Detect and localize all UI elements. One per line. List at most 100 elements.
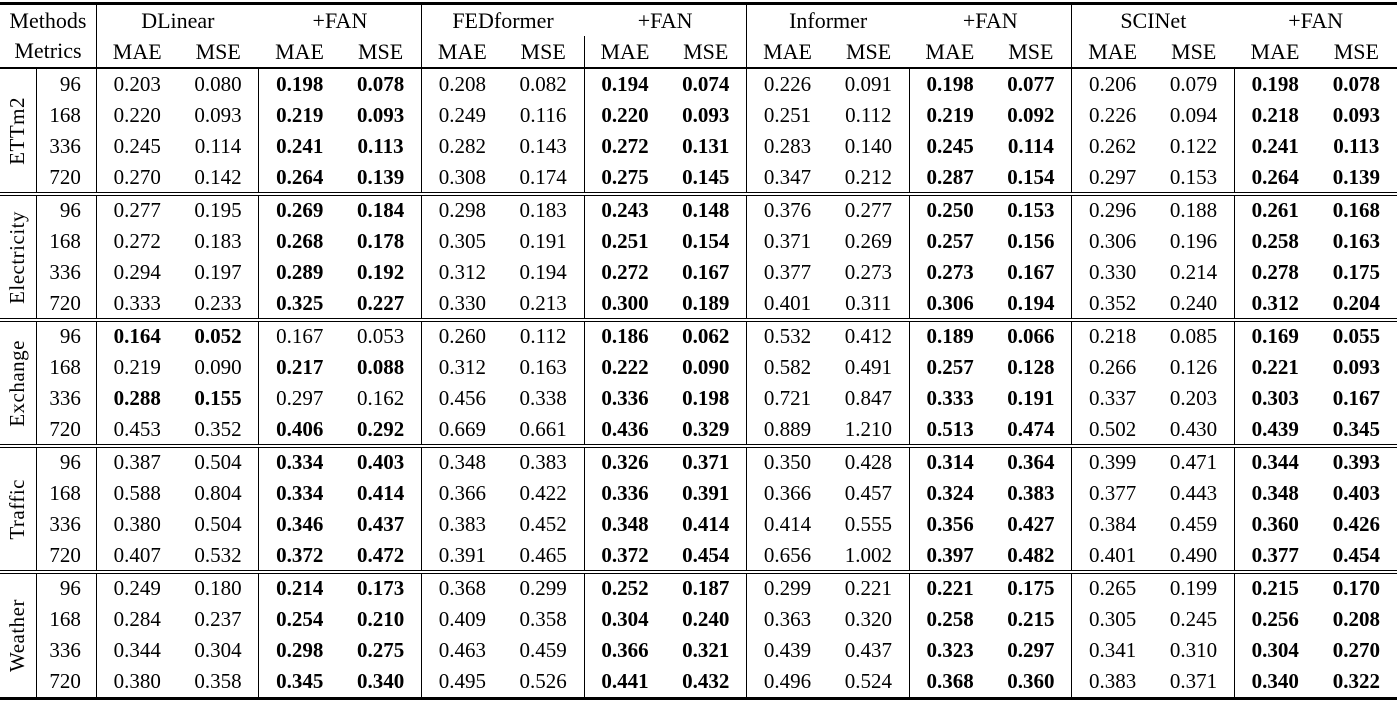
- value-cell: 0.093: [356, 102, 405, 127]
- value-cell: 0.377: [746, 257, 828, 289]
- value-cell: 0.344: [95, 635, 178, 667]
- value-cell: 0.296: [1071, 192, 1154, 226]
- value-cell: 0.504: [177, 444, 259, 478]
- value-cell: 0.093: [1332, 354, 1380, 379]
- metric-header: MSE: [1315, 36, 1397, 69]
- corner-metrics-label: Metrics: [14, 38, 82, 63]
- value-cell: 0.269: [258, 192, 341, 226]
- value-cell: 0.491: [844, 354, 892, 379]
- value-cell: 0.153: [1169, 164, 1218, 189]
- value-cell: 0.275: [356, 638, 405, 663]
- table-row: 336 0.288 0.155 0.297 0.162 0.456 0.338 0.336 0.…: [0, 383, 1397, 415]
- value-cell: 0.212: [844, 164, 892, 189]
- value-cell: 0.847: [844, 386, 892, 411]
- horizon-cell: 720: [35, 540, 97, 572]
- value-cell: 0.198: [258, 68, 341, 100]
- value-cell: 0.524: [844, 669, 892, 693]
- value-cell: 0.321: [682, 638, 730, 663]
- value-cell: 0.219: [908, 99, 991, 131]
- value-cell: 1.002: [844, 542, 892, 567]
- value-cell: 0.167: [1007, 260, 1055, 285]
- value-cell: 0.383: [1007, 480, 1055, 505]
- value-cell: 0.306: [1071, 225, 1154, 257]
- value-cell: 0.371: [665, 444, 747, 478]
- value-cell: 0.366: [420, 477, 503, 509]
- value-cell: 0.272: [583, 131, 666, 163]
- method-header: DLinear: [141, 7, 215, 33]
- value-cell: 0.203: [95, 68, 178, 100]
- horizon-cell: 96: [35, 318, 97, 352]
- value-cell: 0.262: [1071, 131, 1154, 163]
- value-cell: 0.364: [990, 444, 1072, 478]
- value-cell: 0.198: [908, 68, 991, 100]
- metric-header: MAE: [909, 36, 991, 69]
- value-cell: 0.312: [420, 257, 503, 289]
- value-cell: 0.219: [258, 99, 341, 131]
- metric-header: MAE: [96, 36, 178, 69]
- value-cell: 0.436: [583, 414, 666, 446]
- value-cell: 0.391: [682, 480, 730, 505]
- value-cell: 0.889: [746, 414, 828, 446]
- value-cell: 0.454: [1332, 542, 1380, 567]
- value-cell: 0.082: [519, 71, 567, 96]
- dataset-label: Weather: [0, 570, 37, 698]
- value-cell: 0.194: [583, 68, 666, 100]
- value-cell: 0.167: [1332, 386, 1380, 411]
- value-cell: 0.233: [194, 290, 242, 315]
- value-cell: 0.213: [519, 290, 567, 315]
- value-cell: 0.299: [502, 570, 585, 604]
- value-cell: 0.532: [194, 542, 242, 567]
- value-cell: 0.297: [258, 383, 341, 415]
- value-cell: 0.257: [908, 351, 991, 383]
- value-cell: 0.294: [95, 257, 178, 289]
- horizon-cell: 720: [35, 162, 97, 194]
- value-cell: 0.459: [519, 638, 567, 663]
- value-cell: 0.080: [194, 71, 242, 96]
- corner-methods-label: Methods: [9, 8, 87, 33]
- table-row: 168 0.220 0.093 0.219 0.093 0.249 0.116 0.220 0.…: [0, 99, 1397, 131]
- method-header: FEDformer: [420, 3, 585, 36]
- value-cell: 0.272: [95, 225, 178, 257]
- table-row: 720 0.407 0.532 0.372 0.472 0.391 0.465 0.372 0.…: [0, 540, 1397, 572]
- value-cell: 0.341: [1071, 635, 1154, 667]
- value-cell: 0.804: [194, 480, 242, 505]
- value-cell: 0.414: [746, 509, 828, 541]
- value-cell: 0.074: [682, 71, 730, 96]
- value-cell: 0.397: [908, 540, 991, 572]
- value-cell: 0.240: [1169, 290, 1218, 315]
- value-cell: 0.196: [1169, 228, 1218, 253]
- value-cell: 0.192: [356, 260, 405, 285]
- value-cell: 0.346: [258, 509, 341, 541]
- metric-header: MSE: [990, 36, 1072, 69]
- table-row: 720 0.333 0.233 0.325 0.227 0.330 0.213 0.300 0.…: [0, 288, 1397, 320]
- value-cell: 0.345: [258, 666, 341, 698]
- method-header: +FAN: [1288, 7, 1344, 33]
- value-cell: 0.175: [1332, 260, 1380, 285]
- value-cell: 0.142: [194, 164, 242, 189]
- value-cell: 0.241: [258, 131, 341, 163]
- value-cell: 0.439: [1233, 414, 1316, 446]
- dataset-label-text: Weather: [5, 598, 30, 672]
- value-cell: 0.258: [1233, 225, 1316, 257]
- value-cell: 0.348: [583, 509, 666, 541]
- value-cell: 0.409: [420, 603, 503, 635]
- value-cell: 0.167: [258, 318, 341, 352]
- value-cell: 0.153: [990, 192, 1072, 226]
- value-cell: 0.163: [1332, 228, 1380, 253]
- header-metrics-row: MAE MSE MAE MSE MAE MSE MAE MSE MAE MSE MAE MSE MAE M…: [0, 36, 1397, 69]
- value-cell: 0.214: [1169, 260, 1218, 285]
- value-cell: 0.245: [95, 131, 178, 163]
- metric-header: MSE: [1153, 36, 1235, 69]
- dataset-label-text: Exchange: [5, 339, 30, 427]
- value-cell: 0.337: [1071, 383, 1154, 415]
- value-cell: 0.252: [583, 570, 666, 604]
- metric-header: MSE: [665, 36, 747, 69]
- value-cell: 0.496: [746, 666, 828, 698]
- value-cell: 0.148: [665, 192, 747, 226]
- value-cell: 0.184: [340, 192, 422, 226]
- value-cell: 0.218: [1233, 99, 1316, 131]
- value-cell: 0.292: [356, 416, 405, 441]
- value-cell: 0.169: [1233, 318, 1316, 352]
- value-cell: 0.221: [1233, 351, 1316, 383]
- value-cell: 0.347: [746, 162, 828, 194]
